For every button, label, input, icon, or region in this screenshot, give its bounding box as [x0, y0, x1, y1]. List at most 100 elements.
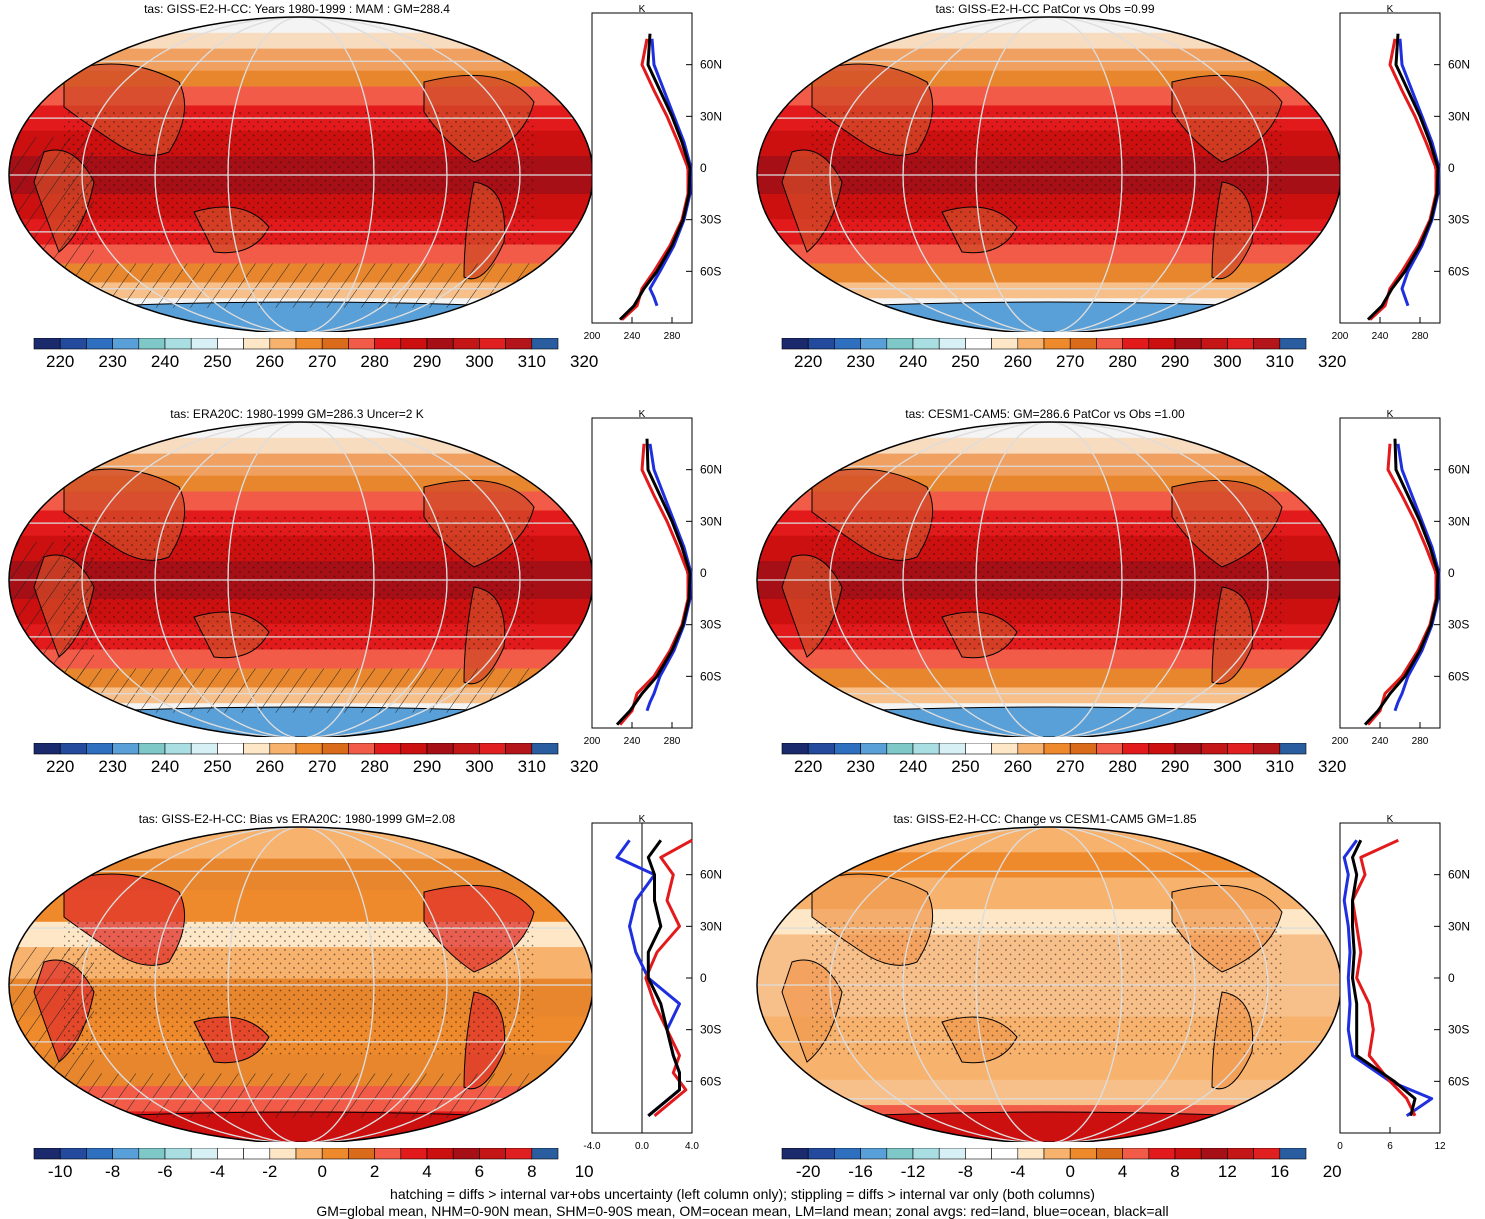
colorbar-label: -20	[795, 1162, 821, 1181]
colorbar-swatch	[1122, 338, 1150, 350]
meridian-line	[154, 422, 448, 737]
colorbar-label: -10	[47, 1162, 73, 1181]
colorbar-label: 320	[570, 757, 599, 776]
colorbar-swatch	[1043, 743, 1071, 755]
colorbar-swatch	[426, 338, 454, 350]
colorbar-label: -4	[209, 1162, 225, 1181]
map-band	[757, 827, 1341, 854]
stippling	[812, 516, 1282, 650]
stippling	[812, 921, 1282, 1055]
colorbar-label: 4	[422, 1162, 432, 1181]
colorbar-swatch	[138, 338, 166, 350]
colorbar-label: 280	[1108, 352, 1137, 371]
colorbar-swatch	[321, 743, 349, 755]
colorbar-swatch	[1148, 338, 1176, 350]
colorbar-swatch	[505, 338, 533, 350]
lat-tick-label: 60N	[1448, 58, 1470, 72]
map-band	[757, 1079, 1341, 1107]
colorbar-swatch	[479, 1148, 506, 1160]
colorbar-swatch	[505, 743, 533, 755]
colorbar-swatch	[138, 743, 166, 755]
colorbar-label: 240	[898, 352, 928, 371]
colorbar-swatch	[348, 743, 375, 755]
zonal-profile: 60N 30N 0 30S 60S 200 240 280 K	[1332, 4, 1470, 342]
lat-tick-label: 60N	[700, 868, 722, 882]
colorbar-swatch	[269, 1148, 297, 1160]
lat-tick-label: 30S	[700, 618, 721, 632]
colorbar-label: 260	[255, 352, 284, 371]
lat-tick-label: 30N	[1448, 919, 1470, 933]
colorbar-swatch	[781, 1148, 809, 1160]
colorbar-swatch	[1017, 743, 1045, 755]
x-tick-label: 280	[1412, 736, 1429, 747]
lat-tick-label: 60S	[700, 264, 721, 278]
map-mean	[756, 421, 1342, 737]
lat-tick-label: 60S	[1448, 669, 1469, 683]
map-mean	[8, 421, 594, 737]
colorbar-swatch	[1174, 743, 1202, 755]
unit-label: K	[1387, 409, 1394, 420]
x-tick-label: 4.0	[685, 1141, 699, 1152]
panel-0: tas: GISS-E2-H-CC: Years 1980-1999 : MAM…	[0, 0, 740, 405]
colorbar-swatch	[1227, 338, 1254, 350]
stippling	[64, 921, 534, 1055]
colorbar-swatch	[243, 743, 271, 755]
lat-tick-label: 30N	[700, 514, 722, 528]
colorbar-label: -6	[157, 1162, 173, 1181]
colorbar-label: 250	[951, 352, 980, 371]
meridian-line	[81, 17, 521, 332]
colorbar-swatch	[860, 338, 888, 350]
map-band	[757, 263, 1341, 284]
zonal-profile: 60N 30N 0 30S 60S -4.0 0.0 4.0 K	[583, 814, 722, 1152]
map-band	[757, 17, 1341, 34]
colorbar-swatch	[1017, 1148, 1045, 1160]
x-tick-label: 200	[1332, 736, 1349, 747]
colorbar-swatch	[965, 338, 992, 350]
panel-4: tas: GISS-E2-H-CC: Bias vs ERA20C: 1980-…	[0, 810, 740, 1215]
colorbar-label: 6	[474, 1162, 485, 1181]
colorbar-swatch	[1174, 1148, 1202, 1160]
footer-line-2: GM=global mean, NHM=0-90N mean, SHM=0-90…	[316, 1203, 1169, 1219]
colorbar-swatch	[164, 338, 192, 350]
colorbar-swatch	[374, 338, 402, 350]
colorbar-label: 260	[1003, 757, 1032, 776]
colorbar-swatch	[807, 1148, 835, 1160]
map-title: tas: CESM1-CAM5: GM=286.6 PatCor vs Obs …	[905, 407, 1185, 421]
colorbar-label: 260	[255, 757, 284, 776]
x-tick-label: 280	[664, 736, 681, 747]
colorbar-swatch	[479, 338, 506, 350]
colorbar-swatch	[217, 338, 244, 350]
lat-tick-label: 0	[700, 161, 707, 175]
colorbar-swatch	[452, 338, 480, 350]
colorbar-swatch	[1227, 743, 1254, 755]
colorbar-swatch	[426, 1148, 454, 1160]
map-band	[9, 48, 593, 72]
colorbar-swatch	[479, 743, 506, 755]
meridian-line	[154, 17, 448, 332]
meridian-line	[975, 422, 1123, 737]
x-tick-label: 240	[1372, 331, 1389, 342]
colorbar-swatch	[938, 1148, 966, 1160]
meridian-line	[829, 17, 1269, 332]
map-band	[9, 453, 593, 477]
lat-tick-label: 60N	[1448, 868, 1470, 882]
colorbar-swatch	[1148, 1148, 1176, 1160]
x-tick-label: 200	[584, 736, 601, 747]
antarctica	[757, 301, 1341, 332]
colorbar	[781, 743, 1307, 755]
zonal-profile: 60N 30N 0 30S 60S 200 240 280 K	[584, 4, 722, 342]
colorbar-swatch	[1069, 338, 1097, 350]
colorbar-label: 270	[308, 352, 337, 371]
lat-tick-label: 30N	[1448, 109, 1470, 123]
zonal-profile: 60N 30N 0 30S 60S 200 240 280 K	[584, 409, 722, 747]
colorbar-label: 250	[951, 757, 980, 776]
map-title: tas: GISS-E2-H-CC PatCor vs Obs =0.99	[935, 2, 1155, 16]
lat-tick-label: 60S	[1448, 1074, 1469, 1088]
profile-frame	[1339, 417, 1441, 729]
colorbar-label: 280	[360, 352, 389, 371]
colorbar-swatch	[781, 743, 809, 755]
colorbar-swatch	[1279, 743, 1307, 755]
meridian-line	[902, 17, 1196, 332]
colorbar-swatch	[33, 743, 61, 755]
colorbar-swatch	[217, 1148, 244, 1160]
